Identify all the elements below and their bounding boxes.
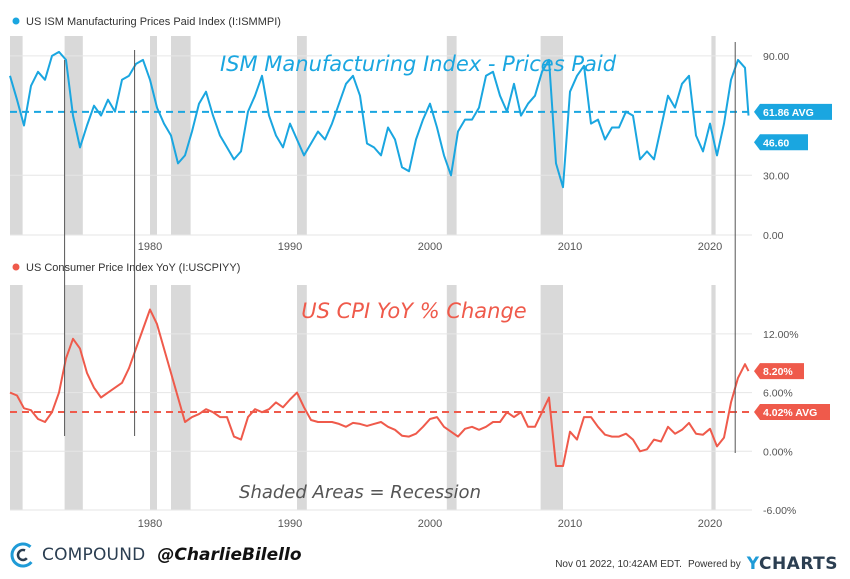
ism-last-value-label: 46.60	[763, 137, 789, 149]
cpi-y-tick-label-0: -6.00%	[763, 505, 796, 517]
ism-y-tick-label-0: 0.00	[763, 230, 784, 242]
cpi-legend-dot	[12, 263, 20, 271]
cpi-average-badge: 4.02% AVG	[754, 403, 830, 420]
ism-y-tick-label-1: 30.00	[763, 170, 789, 182]
ism-average-badge: 61.86 AVG	[754, 103, 832, 120]
cpi-recession-band-3	[171, 285, 191, 510]
ism-x-axis: 1980 1990 2000 2010 2020	[138, 241, 722, 253]
timestamp: Nov 01 2022, 10:42AM EDT.	[555, 558, 682, 570]
ism-recession-band-6	[540, 36, 563, 235]
event-guide-lines	[64, 42, 736, 453]
author-handle: @CharlieBilello	[157, 545, 302, 565]
ism-x-tick-label-0: 1980	[138, 241, 162, 253]
cpi-x-tick-label-2: 2000	[418, 518, 442, 530]
cpi-recession-band-1	[64, 285, 83, 510]
cpi-recession-band-6	[540, 285, 563, 510]
brand-name: COMPOUND	[42, 545, 146, 565]
ism-legend-dot	[12, 17, 20, 25]
cpi-plot-area	[10, 285, 752, 510]
ycharts-logo: YCHARTS	[747, 554, 838, 574]
cpi-annotation: US CPI YoY % Change	[301, 299, 526, 323]
ism-last-value-badge: 46.60	[754, 134, 808, 151]
cpi-last-value-label: 8.20%	[763, 366, 793, 378]
cpi-legend-label: US Consumer Price Index YoY (I:USCPIYY)	[26, 262, 240, 274]
ism-recession-band-0	[10, 36, 23, 235]
cpi-recession-shading	[10, 285, 716, 510]
cpi-recession-band-2	[150, 285, 157, 510]
cpi-recession-band-5	[446, 285, 457, 510]
ism-gridlines	[10, 55, 752, 236]
cpi-y-tick-label-1: 0.00%	[763, 446, 793, 458]
ism-panel: 1980 1990 2000 2010 2020 0.00 30.00 90.00 US I…	[9, 16, 832, 253]
ism-x-tick-label-3: 2010	[558, 241, 582, 253]
ism-legend-label: US ISM Manufacturing Prices Paid Index (…	[26, 16, 281, 28]
ism-x-tick-label-4: 2020	[698, 241, 722, 253]
ism-average-label: 61.86 AVG	[763, 107, 814, 119]
recession-note: Shaded Areas = Recession	[239, 482, 481, 503]
cpi-x-tick-label-0: 1980	[138, 518, 162, 530]
ism-legend: US ISM Manufacturing Prices Paid Index (…	[12, 16, 281, 28]
cpi-y-tick-label-2: 6.00%	[763, 388, 793, 400]
cpi-recession-band-0	[10, 285, 23, 510]
cpi-average-label: 4.02% AVG	[763, 407, 817, 419]
ycharts-logo-y: Y	[746, 554, 759, 574]
ycharts-logo-rest: CHARTS	[758, 554, 838, 574]
ism-recession-band-5	[446, 36, 457, 235]
ism-recession-band-4	[297, 36, 307, 235]
footer-branding: COMPOUND @CharlieBilello	[10, 541, 302, 569]
ism-x-tick-label-1: 1990	[278, 241, 302, 253]
ism-annotation: ISM Manufacturing Index - Prices Paid	[220, 52, 617, 76]
cpi-y-axis: -6.00% 0.00% 6.00% 12.00%	[763, 329, 799, 517]
cpi-yoy-line	[9, 308, 750, 467]
ism-y-axis: 0.00 30.00 90.00	[763, 51, 789, 242]
footer-source: Nov 01 2022, 10:42AM EDT. Powered by YCH…	[555, 554, 838, 574]
ism-y-tick-label-2: 90.00	[763, 51, 789, 63]
compound-logo-icon	[10, 542, 36, 568]
cpi-gridlines	[10, 333, 752, 511]
cpi-last-value-badge: 8.20%	[754, 363, 804, 380]
cpi-x-tick-label-1: 1990	[278, 518, 302, 530]
cpi-recession-band-4	[297, 285, 307, 510]
ism-prices-paid-line	[9, 50, 750, 189]
cpi-recession-band-7	[711, 285, 716, 510]
cpi-panel: 1980 1990 2000 2010 2020 -6.00% 0.00% 6.00% 12.…	[9, 262, 830, 530]
ism-recession-band-3	[171, 36, 191, 235]
powered-by-label: Powered by	[687, 558, 741, 570]
ism-x-tick-label-2: 2000	[418, 241, 442, 253]
ism-recession-band-2	[150, 36, 157, 235]
cpi-legend: US Consumer Price Index YoY (I:USCPIYY)	[12, 262, 240, 274]
cpi-x-axis: 1980 1990 2000 2010 2020	[138, 518, 722, 530]
cpi-x-tick-label-3: 2010	[558, 518, 582, 530]
cpi-x-tick-label-4: 2020	[698, 518, 722, 530]
cpi-y-tick-label-3: 12.00%	[763, 329, 799, 341]
